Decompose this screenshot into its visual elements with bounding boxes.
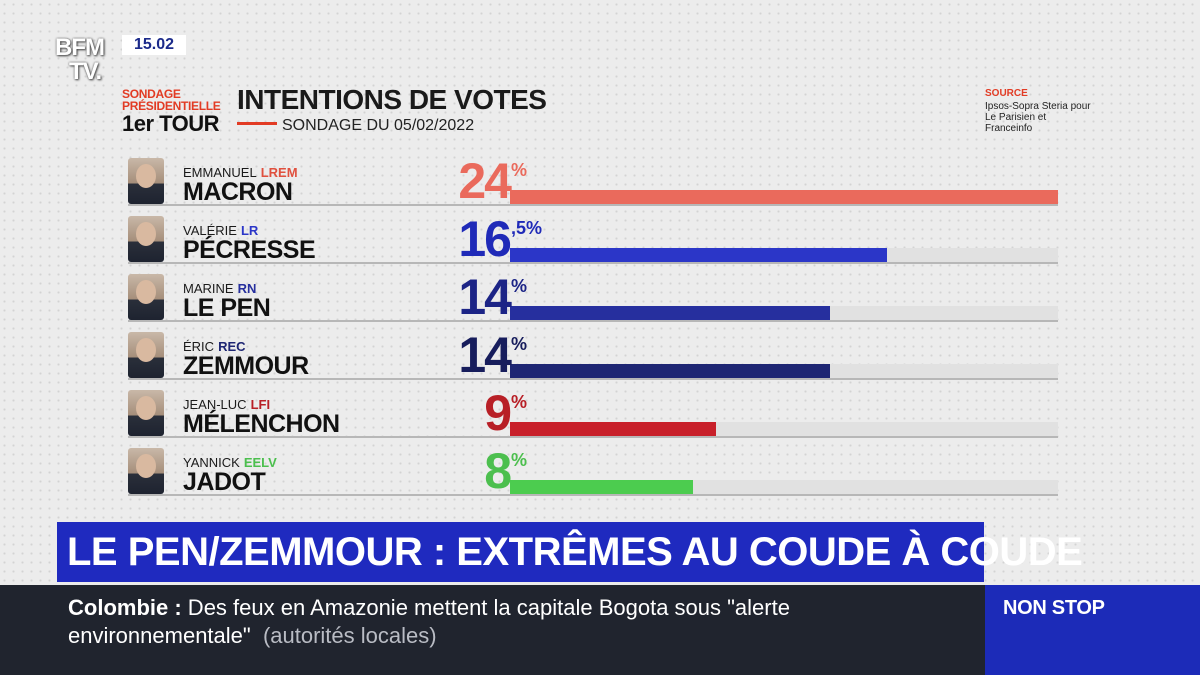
- bar-value: [510, 422, 716, 436]
- candidate-first-name: EMMANUEL: [183, 165, 257, 180]
- row-divider: [128, 436, 1058, 438]
- poll-tag-line2: PRÉSIDENTIELLE: [122, 99, 221, 113]
- candidate-photo: [128, 216, 164, 262]
- logo-text-top: BFM: [55, 34, 105, 61]
- bfmtv-logo: BFM TV.: [55, 34, 117, 88]
- candidate-last-name: PÉCRESSE: [183, 236, 316, 264]
- candidate-row: MARINE RN LE PEN 14%: [128, 272, 1058, 322]
- value-suffix: %: [511, 334, 528, 354]
- chart-title: INTENTIONS DE VOTES: [237, 84, 547, 115]
- poll-tag: SONDAGE PRÉSIDENTIELLE 1er TOUR: [122, 88, 232, 136]
- non-stop-badge: NON STOP: [985, 585, 1200, 675]
- chart-subtitle: SONDAGE DU 05/02/2022: [282, 117, 475, 134]
- row-divider: [128, 494, 1058, 496]
- candidate-row: EMMANUEL LREM MACRON 24%: [128, 156, 1058, 206]
- candidate-row: JEAN-LUC LFI MÉLENCHON 9%: [128, 388, 1058, 438]
- candidate-row: ÉRIC REC ZEMMOUR 14%: [128, 330, 1058, 380]
- candidate-first-name: YANNICK: [183, 455, 240, 470]
- ticker-text-line2: environnementale": [68, 623, 251, 648]
- bar-value: [510, 190, 1058, 204]
- value-label: 14: [458, 269, 512, 325]
- candidate-party: LR: [240, 223, 259, 238]
- candidate-photo: [128, 332, 164, 378]
- headline-banner: LE PEN/ZEMMOUR : EXTRÊMES AU COUDE À COU…: [57, 522, 1083, 582]
- ticker-line1: Colombie : Des feux en Amazonie mettent …: [68, 595, 790, 621]
- bar-value: [510, 248, 887, 262]
- row-divider: [128, 262, 1058, 264]
- source-label: SOURCE: [985, 88, 1028, 99]
- value-suffix: %: [511, 450, 528, 470]
- candidate-last-name: MACRON: [183, 178, 293, 206]
- candidate-face: [136, 164, 156, 188]
- candidate-party: REC: [218, 339, 246, 354]
- candidate-last-name: MÉLENCHON: [183, 410, 340, 438]
- headline-text: LE PEN/ZEMMOUR : EXTRÊMES AU COUDE À COU…: [67, 530, 1083, 574]
- non-stop-label: NON STOP: [1003, 597, 1105, 619]
- title-rule: [237, 122, 277, 125]
- candidate-photo: [128, 158, 164, 204]
- candidate-party: LFI: [250, 397, 271, 412]
- value-label: 14: [458, 327, 512, 383]
- ticker-topic: Colombie: [68, 595, 169, 620]
- ticker-line2: environnementale" (autorités locales): [68, 623, 437, 649]
- value-label: 8: [484, 443, 512, 499]
- candidate-face: [136, 222, 156, 246]
- candidate-last-name: LE PEN: [183, 294, 271, 322]
- row-divider: [128, 378, 1058, 380]
- value-suffix: ,5%: [511, 218, 543, 238]
- candidate-first-name: MARINE: [183, 281, 234, 296]
- candidate-row: VALÉRIE LR PÉCRESSE 16,5%: [128, 214, 1058, 264]
- candidate-face: [136, 280, 156, 304]
- ticker-separator: :: [168, 595, 182, 620]
- row-divider: [128, 204, 1058, 206]
- bar-value: [510, 480, 693, 494]
- source-block: SOURCE Ipsos-Sopra Steria pour Le Parisi…: [985, 88, 1095, 134]
- candidate-photo: [128, 390, 164, 436]
- candidate-first-name: VALÉRIE: [183, 223, 237, 238]
- candidate-face: [136, 338, 156, 362]
- bar-value: [510, 364, 830, 378]
- candidate-face: [136, 396, 156, 420]
- ticker-source: (autorités locales): [262, 623, 437, 648]
- bar-value: [510, 306, 830, 320]
- value-suffix: %: [511, 276, 528, 296]
- candidate-photo: [128, 274, 164, 320]
- candidate-last-name: JADOT: [183, 468, 266, 496]
- news-ticker: Colombie : Des feux en Amazonie mettent …: [0, 585, 985, 675]
- ticker-text-line1: Des feux en Amazonie mettent la capitale…: [181, 595, 790, 620]
- candidate-first-name: ÉRIC: [183, 339, 215, 354]
- candidate-row: YANNICK EELV JADOT 8%: [128, 446, 1058, 496]
- candidate-party: EELV: [243, 455, 277, 470]
- value-suffix: %: [511, 160, 528, 180]
- value-label: 9: [484, 385, 512, 441]
- poll-tag-line1: SONDAGE: [122, 87, 181, 101]
- value-label: 24: [458, 153, 512, 209]
- row-divider: [128, 320, 1058, 322]
- candidate-party: RN: [237, 281, 257, 296]
- source-text: Ipsos-Sopra Steria pour Le Parisien et F…: [985, 101, 1091, 134]
- clock: 15.02: [122, 35, 186, 55]
- value-suffix: %: [511, 392, 528, 412]
- poll-tag-round: 1er TOUR: [122, 111, 220, 136]
- candidate-last-name: ZEMMOUR: [183, 352, 309, 380]
- candidate-first-name: JEAN-LUC: [183, 397, 247, 412]
- value-label: 16: [458, 211, 512, 267]
- candidate-photo: [128, 448, 164, 494]
- candidate-face: [136, 454, 156, 478]
- logo-text-bottom: TV.: [69, 58, 102, 85]
- candidate-party: LREM: [260, 165, 298, 180]
